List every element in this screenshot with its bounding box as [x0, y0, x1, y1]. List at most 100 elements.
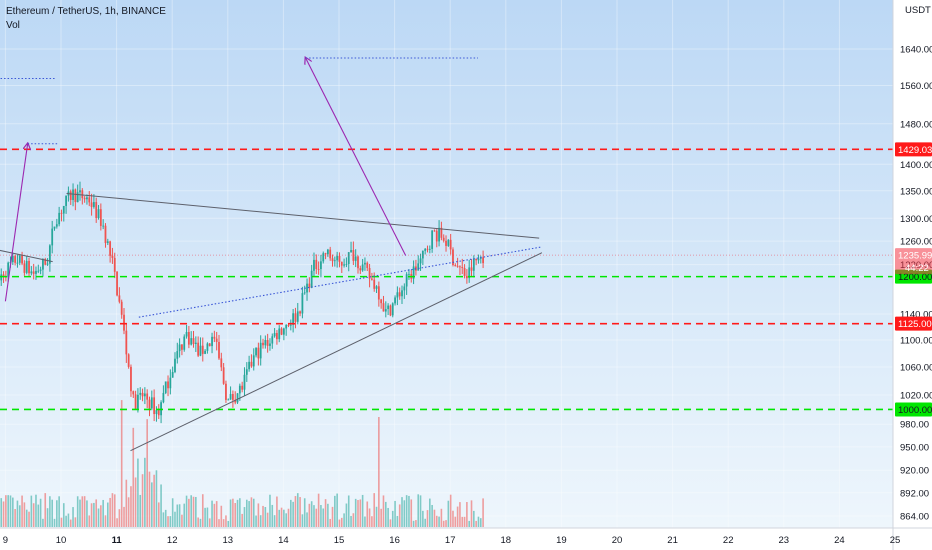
- candle-body: [350, 250, 352, 253]
- currency-label[interactable]: USDT: [905, 5, 931, 16]
- volume-bar: [449, 494, 452, 527]
- volume-bar: [118, 509, 121, 527]
- candle-body: [132, 391, 135, 395]
- time-tick-label: 17: [445, 535, 456, 546]
- left-trend-line: [0, 249, 53, 263]
- candle-body: [199, 345, 202, 356]
- volume-bar: [401, 497, 403, 527]
- candle-body: [206, 343, 209, 351]
- volume-bar: [445, 520, 447, 527]
- ascending-support-line: [130, 252, 543, 452]
- candle-body: [127, 354, 130, 367]
- candle-body: [123, 314, 125, 331]
- volume-bar: [470, 500, 473, 527]
- candle-body: [55, 224, 58, 227]
- candle-body: [79, 190, 81, 193]
- volume-bar: [296, 493, 299, 527]
- volume-bar: [294, 496, 297, 527]
- candle-body: [97, 209, 100, 219]
- volume-bar: [352, 513, 355, 527]
- candle-body: [428, 248, 431, 250]
- candle-body: [310, 270, 313, 288]
- candle-body: [347, 252, 350, 265]
- time-tick-label: 22: [723, 535, 734, 546]
- candle-body: [220, 358, 223, 368]
- dotted-trend-line: [138, 246, 543, 318]
- price-tick-label: 892.00: [900, 488, 929, 499]
- volume-bar: [134, 477, 137, 527]
- volume-bar: [378, 417, 380, 527]
- volume-bar: [236, 499, 239, 527]
- candle-body: [42, 259, 44, 270]
- candle-body: [396, 292, 399, 298]
- volume-bar: [273, 515, 276, 527]
- candle-body: [389, 305, 392, 316]
- candle-body: [364, 262, 366, 265]
- candle-body: [106, 241, 109, 243]
- volume-bar: [317, 493, 320, 527]
- volume-bar: [72, 507, 74, 527]
- candle-body: [357, 256, 359, 269]
- volume-bar: [419, 495, 422, 527]
- candle-body: [148, 399, 151, 409]
- candle-body: [222, 367, 225, 384]
- projection-arrow: [4, 144, 27, 302]
- volume-bar: [25, 509, 28, 527]
- volume-bar: [116, 518, 118, 527]
- candle-body: [408, 273, 410, 275]
- volume-bar: [220, 505, 223, 527]
- volume-bar: [141, 474, 144, 527]
- volume-bar: [290, 499, 292, 527]
- volume-bar: [39, 498, 42, 527]
- candle-body: [435, 230, 438, 242]
- candle-body: [167, 381, 169, 389]
- candle-body: [387, 305, 390, 310]
- candle-body: [32, 271, 35, 274]
- volume-bar: [380, 508, 382, 527]
- candle-body: [39, 269, 42, 271]
- time-tick-label: 25: [890, 535, 901, 546]
- volume-bar: [148, 471, 151, 527]
- symbol-title[interactable]: Ethereum / TetherUS, 1h, BINANCE: [6, 6, 166, 17]
- candle-body: [113, 257, 116, 272]
- candle-body: [373, 279, 376, 289]
- volume-bar: [384, 501, 387, 527]
- price-tick-label: 1350.00: [900, 186, 932, 197]
- candle-body: [271, 336, 274, 344]
- candle-body: [88, 197, 91, 203]
- volume-bar: [426, 510, 429, 527]
- volume-bar: [153, 474, 155, 527]
- candle-body: [174, 358, 176, 373]
- volume-bar: [7, 495, 9, 527]
- volume-legend-label[interactable]: Vol: [6, 20, 20, 31]
- candle-body: [164, 381, 167, 393]
- candle-body: [134, 394, 137, 409]
- candle-body: [21, 255, 23, 264]
- candle-body: [322, 253, 325, 262]
- volume-bar: [5, 495, 7, 527]
- candle-body: [382, 303, 385, 312]
- volume-bar: [215, 501, 218, 527]
- volume-bar: [264, 507, 267, 527]
- volume-bar: [308, 503, 311, 527]
- volume-bar: [83, 496, 86, 527]
- candle-body: [183, 336, 186, 350]
- time-axis[interactable]: 9 10 11 12 13 14 15 16 17 18 19 20 21 22 23 24 25: [3, 535, 901, 546]
- candle-body: [60, 212, 63, 214]
- volume-bar: [79, 499, 81, 527]
- candle-body: [333, 260, 336, 262]
- candle-body: [417, 263, 420, 271]
- candle-body: [231, 393, 234, 400]
- candle-body: [292, 313, 295, 325]
- candle-body: [37, 270, 40, 272]
- volume-bar: [468, 520, 470, 527]
- candle-body: [368, 268, 371, 279]
- volume-bar: [396, 515, 399, 527]
- candle-body: [162, 392, 165, 403]
- candle-body: [336, 255, 339, 261]
- time-tick-label: 13: [223, 535, 234, 546]
- candle-body: [262, 342, 264, 346]
